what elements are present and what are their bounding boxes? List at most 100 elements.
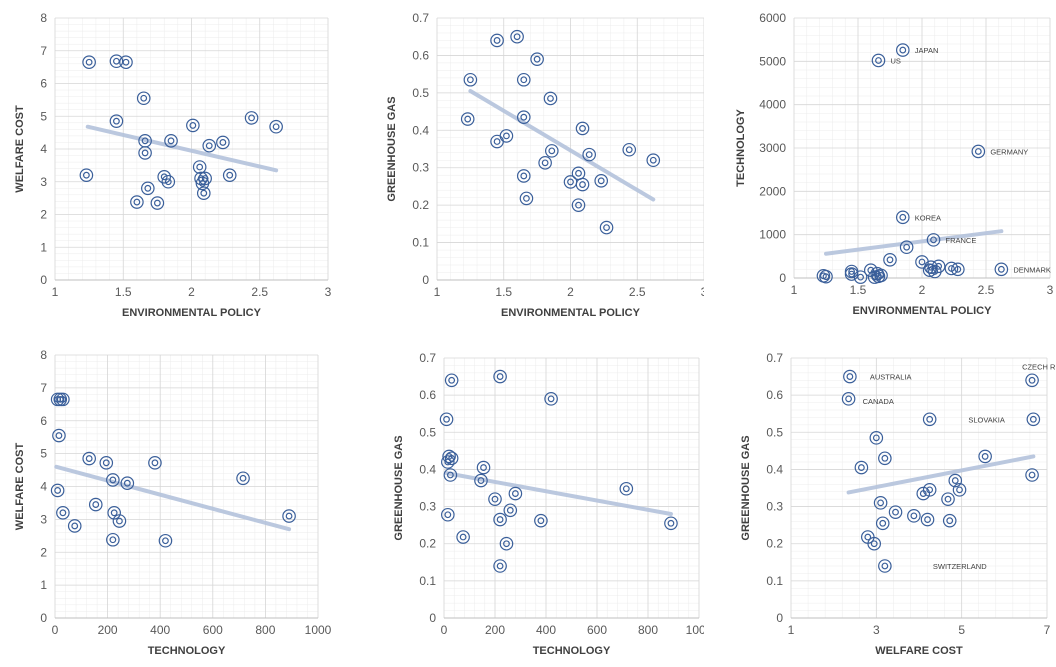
y-tick-label: 0.3	[766, 500, 783, 514]
data-point	[867, 270, 882, 284]
data-point-ring	[138, 146, 152, 160]
y-axis-title: TECHNOLOGY	[735, 109, 747, 187]
x-tick-label: 3	[873, 623, 880, 637]
data-point	[112, 514, 127, 528]
data-point	[269, 119, 283, 134]
data-point-core	[113, 57, 120, 65]
data-point-ring	[119, 55, 133, 70]
trendline	[468, 88, 656, 202]
x-axis-title: TECHNOLOGY	[148, 645, 226, 657]
data-point-ring	[50, 483, 65, 498]
y-tick-label: 2	[40, 208, 47, 222]
data-point-ring	[941, 492, 955, 506]
data-point-ring	[924, 260, 938, 274]
data-point	[82, 55, 96, 70]
scatter-chart-6: 1 3 5 7 0 0.1 0.2 0.3 0.4 0.5 0.6 0.7 WELFARE COST GR…	[740, 351, 1056, 657]
data-point	[456, 530, 470, 544]
data-point	[50, 483, 65, 498]
data-point-ring	[922, 483, 937, 497]
x-tick-label: 400	[150, 623, 170, 637]
data-point-ring	[476, 460, 491, 475]
data-point-ring	[948, 473, 963, 488]
y-tick-label: 1	[40, 240, 47, 254]
data-point-ring	[109, 54, 124, 69]
y-tick-label: 2000	[759, 184, 786, 198]
data-point-ring	[516, 169, 531, 183]
data-point	[52, 428, 66, 443]
major-grid	[443, 357, 700, 619]
data-point	[222, 168, 237, 182]
data-point-ring	[216, 135, 230, 150]
x-tick-label: 0	[441, 623, 448, 637]
data-point-core	[443, 415, 450, 423]
data-point-ring	[493, 369, 507, 384]
data-point-ring	[646, 153, 661, 168]
data-point	[952, 483, 967, 497]
data-point-core	[511, 490, 519, 497]
x-tick-label: 600	[203, 623, 223, 637]
data-point-ring	[841, 392, 856, 406]
data-point	[236, 471, 250, 486]
data-point-ring	[109, 114, 124, 128]
data-point-core	[541, 159, 549, 167]
data-point	[582, 147, 596, 162]
data-point	[510, 29, 524, 44]
data-point-ring	[52, 428, 66, 443]
data-point-core	[567, 178, 574, 186]
data-point	[109, 54, 124, 69]
data-point-core	[879, 519, 887, 527]
y-tick-label: 0	[776, 611, 783, 625]
data-point-core	[857, 464, 865, 471]
data-point-core	[956, 486, 963, 494]
x-tick-label: 200	[98, 623, 118, 637]
data-point-core	[491, 495, 499, 503]
data-point	[56, 392, 70, 407]
data-point-ring	[926, 233, 941, 247]
data-point-core	[547, 395, 555, 403]
data-point	[875, 516, 890, 531]
y-tick-label: 2	[40, 545, 47, 559]
data-point-core	[899, 46, 907, 54]
data-point-ring	[67, 519, 82, 533]
data-point	[516, 169, 531, 183]
scatter-chart-3: 1 1.5 2 2.5 3 0 1000 2000 3000 4000 5000 6000 ENVIRO…	[735, 11, 1054, 317]
data-point-core	[575, 169, 582, 177]
data-point	[907, 509, 921, 523]
data-point	[664, 516, 678, 531]
data-point-core	[480, 464, 487, 471]
data-point-ring	[196, 186, 211, 201]
data-point-ring	[441, 455, 455, 469]
data-point-ring	[488, 492, 502, 506]
data-point-ring	[99, 456, 114, 470]
data-point	[516, 110, 531, 124]
data-point-core	[547, 95, 554, 102]
x-tick-label: 2.5	[629, 285, 646, 299]
data-point-core	[944, 495, 952, 503]
data-point-ring	[161, 174, 176, 189]
data-point-core	[924, 516, 931, 523]
data-point-core	[54, 487, 62, 494]
data-point-ring	[499, 129, 514, 143]
y-tick-label: 0	[422, 273, 429, 287]
data-point-core	[875, 57, 882, 64]
data-point-ring	[534, 513, 548, 528]
data-point-ring	[157, 170, 171, 184]
x-tick-label: 800	[638, 623, 658, 637]
data-point-ring	[158, 533, 173, 548]
data-point	[543, 91, 558, 106]
data-point-ring	[136, 91, 151, 106]
data-points	[50, 392, 296, 548]
data-point-core	[903, 243, 911, 251]
data-point	[443, 468, 458, 482]
data-point-core	[603, 224, 610, 232]
data-point-core	[881, 562, 889, 570]
data-point-ring	[575, 121, 590, 136]
data-point-core	[848, 268, 856, 275]
data-point	[508, 486, 523, 501]
data-point	[194, 171, 208, 186]
point-annotation: KOREA	[915, 213, 941, 222]
data-point-core	[56, 395, 64, 403]
data-point-ring	[888, 505, 903, 519]
data-point	[1026, 412, 1041, 427]
data-point	[896, 43, 910, 57]
